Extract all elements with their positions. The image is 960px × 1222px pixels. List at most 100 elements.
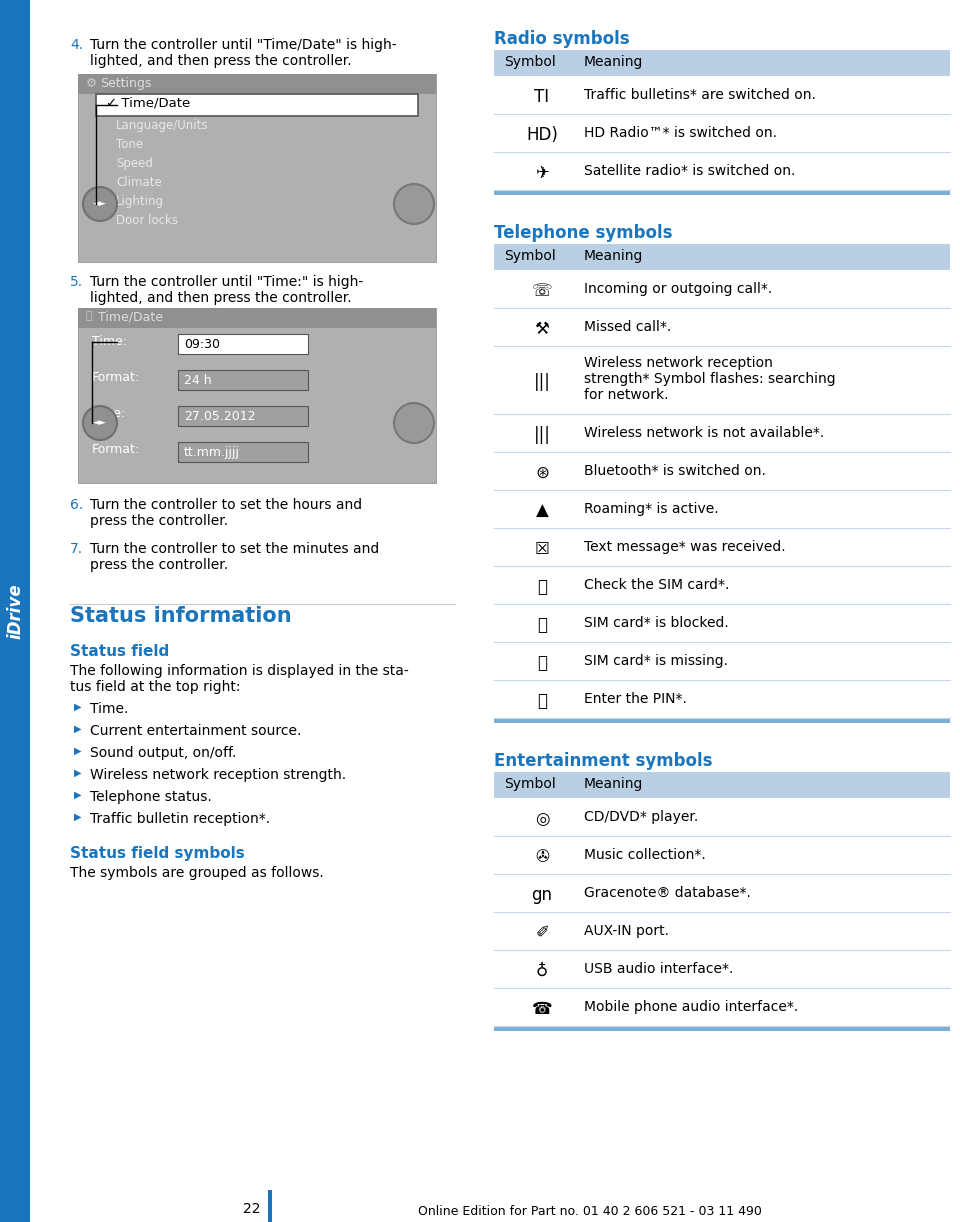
Text: ⚒: ⚒ [535, 320, 549, 338]
Text: Wireless network is not available*.: Wireless network is not available*. [584, 426, 825, 440]
Text: Entertainment symbols: Entertainment symbols [494, 752, 712, 770]
Text: Wireless network reception: Wireless network reception [584, 356, 773, 370]
Text: ◄►: ◄► [93, 199, 107, 209]
Text: Check the SIM card*.: Check the SIM card*. [584, 578, 730, 591]
Bar [494, 244, 950, 270]
Text: Meaning: Meaning [584, 777, 643, 791]
Text: ◎: ◎ [535, 810, 549, 829]
Text: Climate: Climate [116, 176, 161, 189]
Text: ☒: ☒ [535, 540, 549, 558]
Text: Symbol: Symbol [504, 777, 556, 791]
Text: 22: 22 [243, 1202, 261, 1216]
Circle shape [394, 185, 434, 224]
Text: Radio symbols: Radio symbols [494, 31, 630, 48]
Text: Format:: Format: [92, 444, 140, 456]
Bar [78, 75, 436, 262]
Bar [494, 189, 950, 196]
Text: Sound output, on/off.: Sound output, on/off. [90, 745, 236, 760]
Bar [78, 308, 436, 327]
Text: 27.05.2012: 27.05.2012 [184, 411, 255, 423]
Text: Online Edition for Part no. 01 40 2 606 521 - 03 11 490: Online Edition for Part no. 01 40 2 606 … [418, 1205, 762, 1218]
Text: Lighting: Lighting [116, 196, 164, 208]
Text: ▶: ▶ [74, 701, 82, 712]
Text: ⚙: ⚙ [86, 77, 97, 90]
Text: Satellite radio* is switched on.: Satellite radio* is switched on. [584, 164, 796, 178]
Text: Meaning: Meaning [584, 249, 643, 263]
Text: USB audio interface*.: USB audio interface*. [584, 962, 733, 976]
Text: Wireless network reception strength.: Wireless network reception strength. [90, 767, 347, 782]
Text: Roaming* is active.: Roaming* is active. [584, 502, 719, 516]
Text: Traffic bulletins* are switched on.: Traffic bulletins* are switched on. [584, 88, 816, 101]
Text: Status information: Status information [70, 606, 292, 626]
Text: Settings: Settings [100, 77, 152, 90]
Text: HD): HD) [526, 126, 558, 144]
Text: |||: ||| [534, 373, 550, 391]
Text: Traffic bulletin reception*.: Traffic bulletin reception*. [90, 811, 270, 826]
Text: ♁: ♁ [536, 962, 548, 980]
Text: ⎙: ⎙ [537, 578, 547, 596]
Text: lighted, and then press the controller.: lighted, and then press the controller. [90, 291, 351, 306]
Bar [494, 1026, 950, 1031]
Text: Missed call*.: Missed call*. [584, 320, 671, 334]
Text: ⎙: ⎙ [537, 654, 547, 672]
Text: 6.: 6. [70, 499, 84, 512]
Text: 24 h: 24 h [184, 374, 211, 387]
Text: HD Radio™* is switched on.: HD Radio™* is switched on. [584, 126, 777, 141]
Text: The following information is displayed in the sta-: The following information is displayed i… [70, 664, 409, 678]
Bar [494, 772, 950, 798]
Text: ✐: ✐ [535, 924, 549, 942]
Text: Symbol: Symbol [504, 249, 556, 263]
Text: Incoming or outgoing call*.: Incoming or outgoing call*. [584, 282, 772, 296]
Bar [178, 406, 308, 426]
Text: Telephone status.: Telephone status. [90, 789, 212, 804]
Text: Meaning: Meaning [584, 55, 643, 68]
Bar [0, 0, 30, 1222]
Text: Enter the PIN*.: Enter the PIN*. [584, 692, 686, 706]
Text: CD/DVD* player.: CD/DVD* player. [584, 810, 698, 824]
Text: ▶: ▶ [74, 789, 82, 800]
Text: SIM card* is missing.: SIM card* is missing. [584, 654, 728, 668]
Text: ▶: ▶ [74, 723, 82, 734]
Text: Text message* was received.: Text message* was received. [584, 540, 785, 554]
Text: ▶: ▶ [74, 767, 82, 778]
Text: lighted, and then press the controller.: lighted, and then press the controller. [90, 54, 351, 68]
Text: ✓ Time/Date: ✓ Time/Date [106, 97, 190, 110]
Text: 7.: 7. [70, 543, 84, 556]
Bar [178, 334, 308, 354]
Text: Music collection*.: Music collection*. [584, 848, 706, 862]
Text: gn: gn [532, 886, 553, 904]
Text: TI: TI [535, 88, 549, 106]
Text: ☎: ☎ [532, 1000, 552, 1018]
Text: Time:: Time: [92, 335, 127, 348]
Text: press the controller.: press the controller. [90, 558, 228, 572]
Text: strength* Symbol flashes: searching: strength* Symbol flashes: searching [584, 371, 835, 386]
Bar [96, 94, 418, 116]
Bar [78, 75, 436, 94]
Text: Symbol: Symbol [504, 55, 556, 68]
Text: ☏: ☏ [532, 282, 552, 299]
Text: Date:: Date: [92, 407, 127, 420]
Text: AUX-IN port.: AUX-IN port. [584, 924, 669, 938]
Text: Gracenote® database*.: Gracenote® database*. [584, 886, 751, 899]
Text: ▶: ▶ [74, 745, 82, 756]
Text: Language/Units: Language/Units [116, 119, 208, 132]
Text: 5.: 5. [70, 275, 84, 288]
Text: Turn the controller to set the minutes and: Turn the controller to set the minutes a… [90, 543, 379, 556]
Circle shape [394, 403, 434, 444]
Text: The symbols are grouped as follows.: The symbols are grouped as follows. [70, 866, 324, 880]
Circle shape [83, 187, 117, 221]
Bar [78, 308, 436, 483]
Text: ✈: ✈ [535, 164, 549, 182]
Text: Turn the controller until "Time:" is high-: Turn the controller until "Time:" is hig… [90, 275, 363, 288]
Bar [494, 719, 950, 723]
Text: Time/Date: Time/Date [98, 312, 163, 324]
Text: ⊛: ⊛ [535, 464, 549, 481]
Text: Status field symbols: Status field symbols [70, 846, 245, 862]
Text: Time.: Time. [90, 701, 129, 716]
Text: ⏰: ⏰ [86, 312, 92, 321]
Text: tt.mm.jjjj: tt.mm.jjjj [184, 446, 240, 459]
Text: Turn the controller to set the hours and: Turn the controller to set the hours and [90, 499, 362, 512]
Text: ◄►: ◄► [93, 418, 107, 428]
Text: Current entertainment source.: Current entertainment source. [90, 723, 301, 738]
Text: ▶: ▶ [74, 811, 82, 822]
